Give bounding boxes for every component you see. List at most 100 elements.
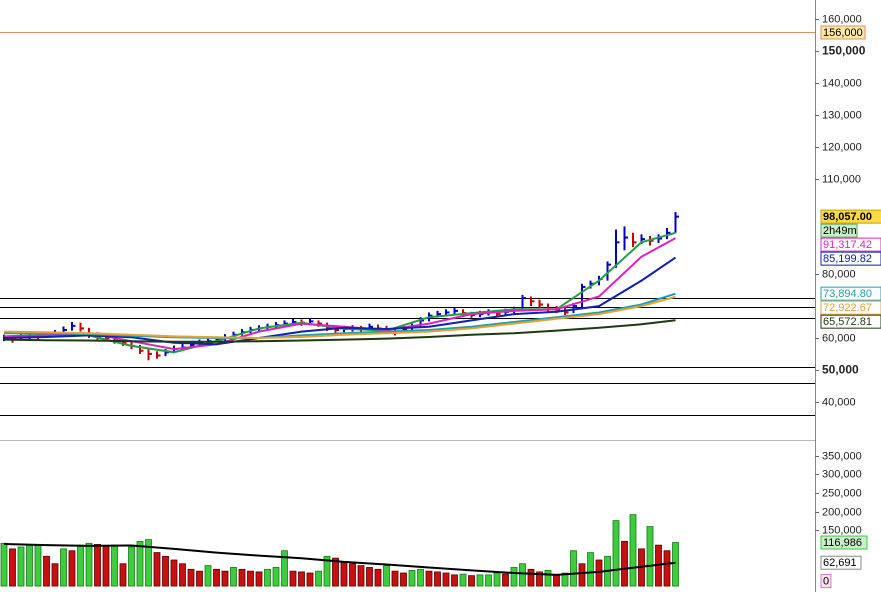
ma-value-label-box [820, 251, 881, 266]
y-tick-label: 80,000 [822, 268, 856, 280]
volume-bar [417, 568, 424, 587]
volume-bar [383, 565, 390, 587]
y-tick-label: 120,000 [822, 141, 862, 153]
volume-bar [111, 544, 118, 587]
volume-bar [578, 563, 586, 587]
y-tick-label: 130,000 [822, 109, 862, 121]
volume-bar [187, 568, 195, 587]
volume-bar [374, 568, 382, 587]
y-tick-label: 150,000 [822, 44, 866, 58]
ma-value-label-box [820, 286, 881, 301]
ma-value-label: 72,922.67 [823, 302, 872, 314]
volume-label: 116,986 [823, 537, 862, 549]
volume-bar [332, 557, 339, 587]
volume-bar [298, 571, 305, 587]
volume-bar [612, 520, 620, 587]
volume-bar [459, 573, 467, 587]
volume-bar [17, 546, 25, 587]
volume-bar [434, 571, 441, 587]
ma-value-label: 91,317.42 [823, 239, 872, 251]
volume-bar [672, 542, 679, 587]
volume-bar [476, 574, 484, 587]
volume-bar [493, 572, 501, 587]
volume-bar [51, 563, 59, 587]
y-tick-label: 160,000 [822, 13, 862, 25]
volume-bar [136, 541, 144, 587]
zero-label: 0 [823, 575, 829, 587]
volume-bar [162, 555, 169, 587]
volume-bar [128, 546, 135, 587]
volume-bar [34, 543, 42, 587]
alert-label: 156,000 [823, 27, 863, 39]
y-tick-label: 150,000 [822, 524, 862, 536]
volume-bar [527, 568, 535, 587]
volume-bar [281, 550, 288, 587]
last-price-label: 98,057.00 [823, 211, 872, 223]
volume-bar [561, 572, 569, 587]
countdown-label-box [820, 223, 858, 238]
y-tick-label: 250,000 [822, 487, 862, 499]
y-tick-label: 50,000 [822, 363, 859, 377]
y-tick-label: 110,000 [822, 173, 861, 185]
alert-label-box [820, 25, 866, 40]
volume-bar [519, 563, 526, 587]
volume-bar [366, 567, 373, 587]
volume-bar [502, 573, 509, 587]
volume-bar [153, 552, 161, 587]
moving-average-line [3, 256, 677, 346]
volume-bar [204, 565, 212, 587]
moving-average-line [3, 295, 676, 340]
volume-bar [60, 548, 67, 587]
volume-bar [196, 570, 203, 587]
volume-bar [663, 550, 671, 587]
volume-label-box [820, 535, 868, 550]
volume-bar [408, 570, 416, 587]
volume-bar [357, 565, 365, 587]
volume-bar [85, 542, 93, 587]
volume-bar [340, 561, 348, 587]
ma-value-label: 65,572.81 [823, 316, 872, 328]
volume-bar [238, 568, 246, 587]
volume-bar [94, 543, 101, 587]
y-tick-label: 40,000 [822, 396, 856, 408]
volume-bar [425, 570, 433, 587]
volume-bar [391, 570, 399, 587]
y-tick-label: 60,000 [822, 332, 856, 344]
y-tick-label: 300,000 [822, 468, 862, 480]
volume-bar [553, 574, 560, 587]
volume-bar [68, 550, 76, 587]
ma-value-label-box [820, 314, 881, 329]
volume-bar [43, 555, 50, 587]
volume-bar [26, 544, 33, 587]
y-tick-label: 140,000 [822, 77, 862, 89]
moving-average-line [3, 319, 676, 343]
ma-value-label-box [820, 237, 881, 252]
volume-bar [289, 570, 297, 587]
volume-bar [264, 568, 271, 587]
volume-bar [451, 574, 458, 587]
ma-value-label: 85,199.82 [823, 253, 872, 265]
moving-average-line [3, 543, 676, 576]
countdown-label: 2h49m [823, 225, 857, 237]
volume-ma-label-box [820, 555, 862, 570]
volume-bar [230, 567, 237, 587]
volume-bar [621, 541, 628, 587]
volume-bar [629, 514, 637, 587]
volume-bar [272, 567, 280, 587]
ma-value-label-box [820, 300, 881, 315]
volume-bar [510, 567, 518, 587]
last-price-label-box [820, 209, 881, 224]
volume-bar [570, 550, 577, 587]
volume-bar [213, 568, 220, 587]
volume-bar [255, 571, 263, 587]
volume-bar [544, 570, 552, 587]
volume-bar [221, 570, 229, 587]
volume-bar [170, 559, 178, 587]
volume-bar [9, 548, 16, 587]
volume-bar [646, 526, 654, 587]
volume-bar [247, 570, 254, 587]
volume-bar [306, 572, 314, 587]
volume-bar [145, 539, 152, 587]
